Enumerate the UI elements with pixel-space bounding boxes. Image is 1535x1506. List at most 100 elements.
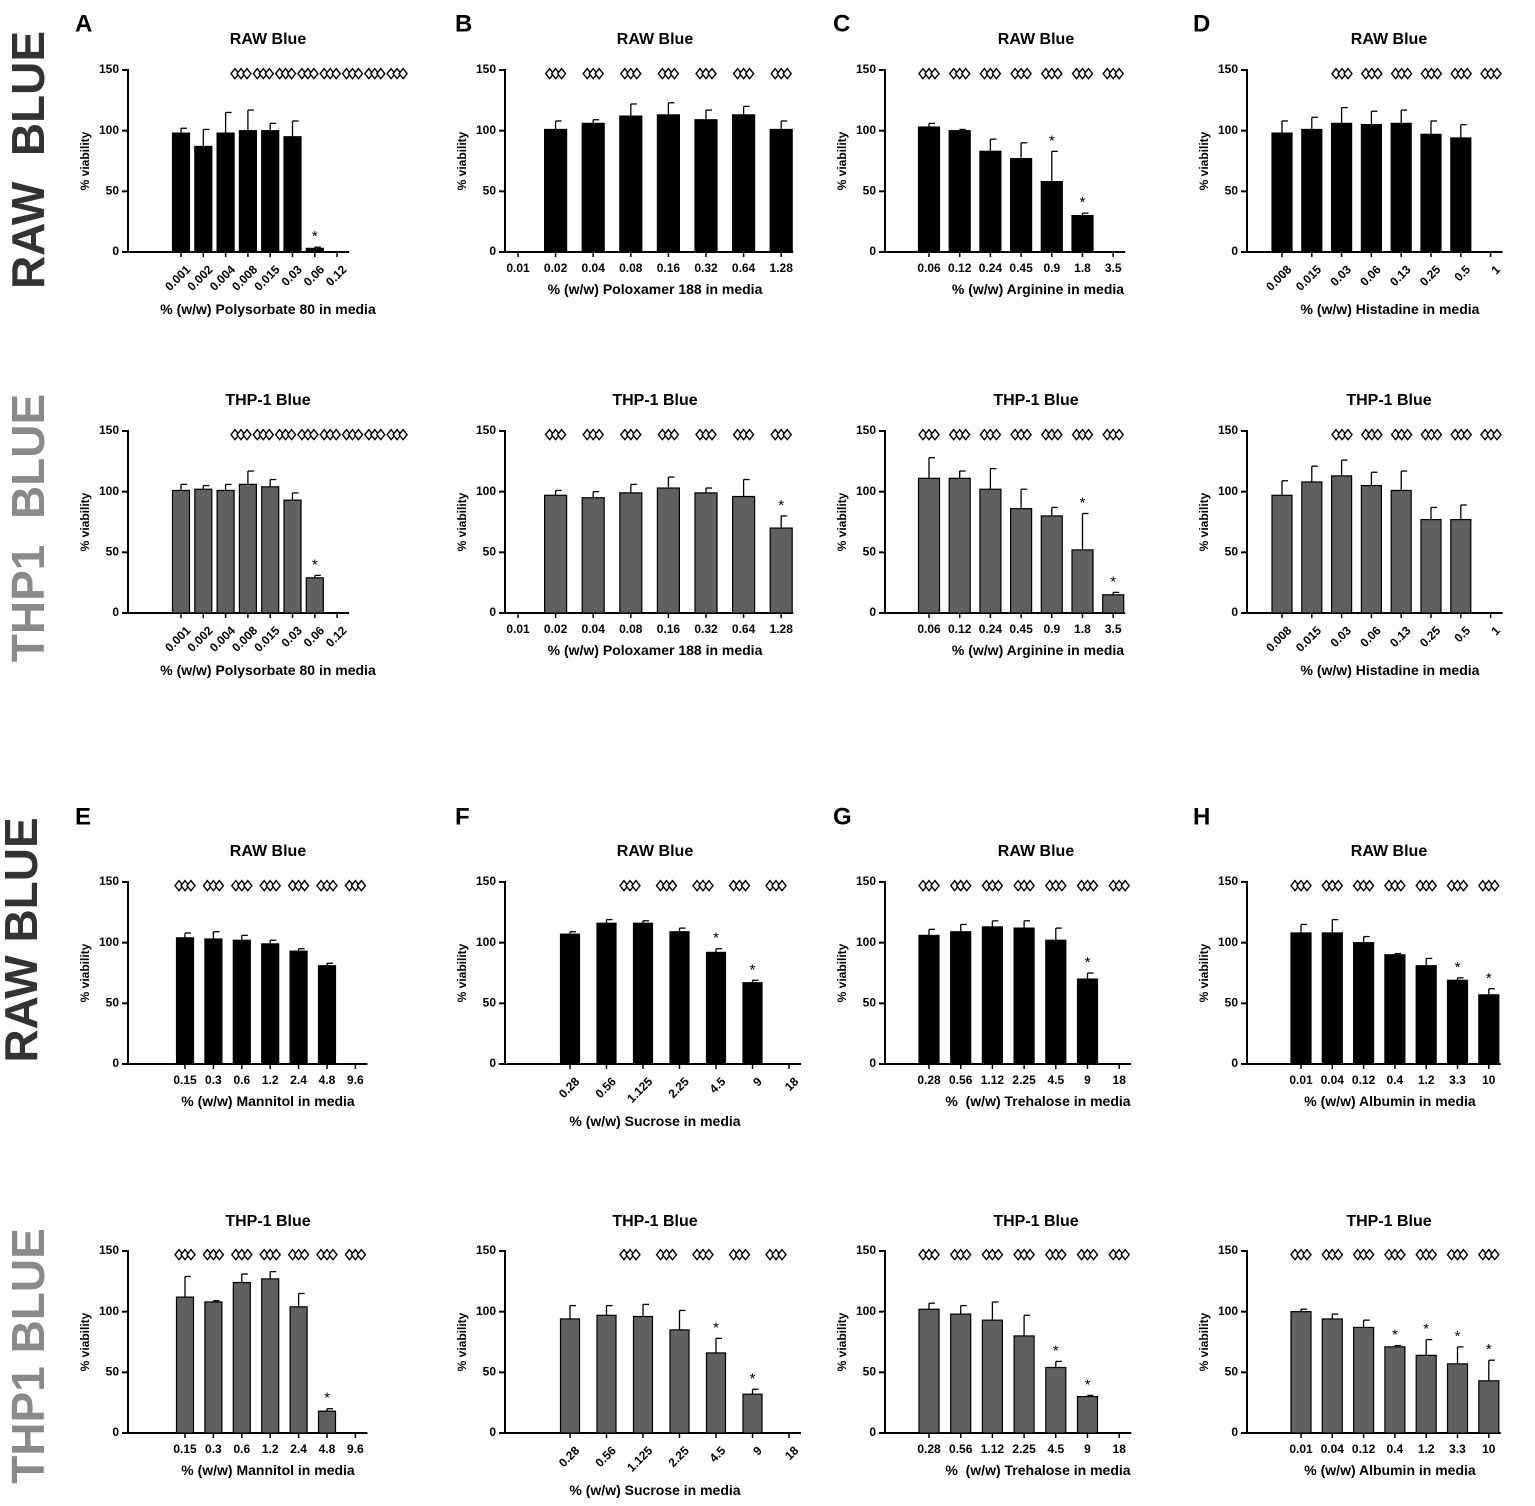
bar — [769, 128, 793, 253]
x-axis-label: % (w/w) Polysorbate 80 in media — [160, 662, 376, 678]
x-tick-label: 0.015 — [251, 623, 282, 654]
significance-star: * — [1423, 1321, 1429, 1338]
bar — [283, 499, 302, 614]
bar — [731, 114, 756, 253]
y-axis-label: % viability — [835, 943, 849, 1002]
x-tick-label: 9.6 — [347, 1073, 364, 1087]
y-tick-label: 100 — [99, 1304, 119, 1318]
diamond-marker — [1056, 1248, 1067, 1261]
replicate-marker-strip — [918, 67, 1125, 80]
bar — [305, 577, 324, 614]
x-tick-label: 0.01 — [506, 622, 530, 636]
y-axis-label: % viability — [455, 492, 469, 551]
x-tick-label: 0.64 — [732, 261, 756, 275]
bar — [1390, 489, 1412, 614]
bar — [261, 943, 280, 1065]
diamond-marker — [1120, 879, 1131, 892]
diamond-marker — [299, 1248, 310, 1261]
y-tick-label: 50 — [1225, 545, 1239, 559]
chart-title: RAW Blue — [617, 843, 694, 860]
x-tick-label: 0.02 — [544, 261, 568, 275]
bar — [1040, 515, 1063, 614]
row-label: RAW BLUE — [0, 817, 47, 1062]
x-tick-label: 0.04 — [582, 261, 606, 275]
x-tick-label: 18 — [782, 1443, 802, 1463]
panel-letter: D — [1193, 10, 1210, 37]
diamond-marker — [1402, 67, 1413, 80]
x-tick-label: 2.4 — [290, 1442, 307, 1456]
y-tick-label: 0 — [489, 244, 496, 258]
x-axis-label: % (w/w) Mannitol in media — [181, 1093, 355, 1109]
bar — [1478, 1380, 1500, 1434]
x-tick-label: 0.01 — [506, 261, 530, 275]
y-axis-label: % viability — [78, 943, 92, 1002]
significance-star: * — [312, 228, 318, 245]
x-tick-label: 0.01 — [1289, 1442, 1313, 1456]
chart-title: RAW Blue — [230, 843, 307, 860]
x-tick-label: 0.03 — [278, 262, 305, 289]
x-tick-label: 4.5 — [707, 1074, 729, 1096]
diamond-marker — [631, 1248, 641, 1261]
diamond-marker — [1489, 1248, 1500, 1261]
y-tick-label: 50 — [106, 184, 120, 198]
bar — [656, 114, 681, 253]
diamond-marker — [1458, 879, 1469, 892]
replicate-marker-strip — [619, 1248, 787, 1261]
x-axis-label: % (w/w) Arginine in media — [952, 642, 1124, 658]
x-axis-label: % (w/w) Albumin in media — [1304, 1093, 1476, 1109]
diamond-marker — [1396, 879, 1406, 892]
x-tick-label: 0.12 — [948, 622, 972, 636]
diamond-marker — [669, 67, 680, 80]
x-tick-label: 1 — [1488, 623, 1503, 638]
significance-star: * — [1085, 1376, 1091, 1393]
chart-panel-h2: THP-1 Blue 0 50 100 150 % viability 0.01 0.04 0.… — [1197, 1213, 1501, 1478]
bar — [317, 965, 337, 1065]
diamond-marker — [1343, 428, 1353, 441]
diamond-marker — [353, 428, 364, 441]
x-tick-label: 0.015 — [1293, 262, 1324, 293]
bar — [656, 487, 681, 614]
x-tick-label: 0.015 — [251, 262, 282, 293]
x-tick-label: 0.008 — [1263, 623, 1294, 654]
diamond-marker — [1022, 428, 1032, 441]
chart-panel-h1: H RAW Blue 0 50 100 150 % viability 0.01 0.04 0.1… — [1193, 803, 1501, 1109]
bar — [731, 495, 756, 614]
diamond-marker — [707, 428, 717, 441]
y-tick-label: 150 — [856, 62, 876, 76]
bar — [559, 933, 581, 1065]
x-tick-label: 0.32 — [694, 261, 718, 275]
diamond-marker — [740, 1248, 751, 1261]
diamond-marker — [930, 67, 940, 80]
chart-title: THP-1 Blue — [1346, 392, 1431, 409]
diamond-marker — [704, 879, 714, 892]
diamond-marker — [961, 879, 972, 892]
y-axis-label: % viability — [455, 1312, 469, 1371]
diamond-marker — [1114, 428, 1125, 441]
bar — [950, 1313, 972, 1434]
bar — [742, 1393, 763, 1434]
x-axis-label: % (w/w) Histadine in media — [1301, 662, 1480, 678]
x-tick-label: 4.8 — [319, 1073, 336, 1087]
x-tick-label: 0.15 — [173, 1073, 197, 1087]
chart-panel-d2: THP-1 Blue 0 50 100 150 % viability 0.0080.015… — [1197, 392, 1503, 678]
panel-letter: A — [75, 10, 92, 37]
x-tick-label: 1.8 — [1074, 622, 1091, 636]
bar — [669, 1329, 690, 1434]
x-axis-label: % (w/w) Poloxamer 188 in media — [548, 281, 763, 297]
x-tick-label: 1.2 — [262, 1073, 279, 1087]
bar — [238, 483, 257, 614]
bar — [216, 489, 235, 614]
panel-letter: E — [75, 803, 91, 830]
y-tick-label: 150 — [476, 62, 496, 76]
y-tick-label: 50 — [106, 1365, 120, 1379]
diamond-marker — [1489, 879, 1500, 892]
x-tick-label: 9.6 — [347, 1442, 364, 1456]
bar — [1045, 939, 1067, 1065]
diamond-marker — [264, 428, 275, 441]
bar — [232, 1281, 251, 1434]
y-tick-label: 50 — [1225, 1365, 1239, 1379]
x-tick-label: 0.45 — [1009, 261, 1033, 275]
